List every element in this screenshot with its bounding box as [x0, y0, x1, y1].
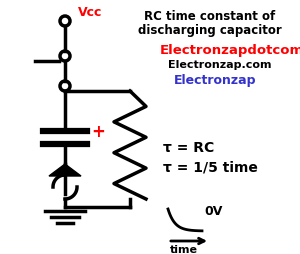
Text: τ = 1/5 time: τ = 1/5 time	[163, 160, 258, 174]
Text: τ = RC: τ = RC	[163, 140, 214, 154]
Text: 0V: 0V	[204, 205, 222, 218]
Polygon shape	[49, 164, 81, 176]
Text: Electronzap: Electronzap	[174, 74, 256, 87]
Text: Electronzapdotcom: Electronzapdotcom	[160, 44, 300, 57]
Text: +: +	[91, 122, 105, 140]
Text: discharging capacitor: discharging capacitor	[138, 24, 282, 37]
Text: RC time constant of: RC time constant of	[144, 10, 276, 23]
Text: Electronzap.com: Electronzap.com	[168, 60, 272, 70]
Text: time: time	[170, 244, 198, 254]
Text: Vcc: Vcc	[78, 6, 102, 19]
